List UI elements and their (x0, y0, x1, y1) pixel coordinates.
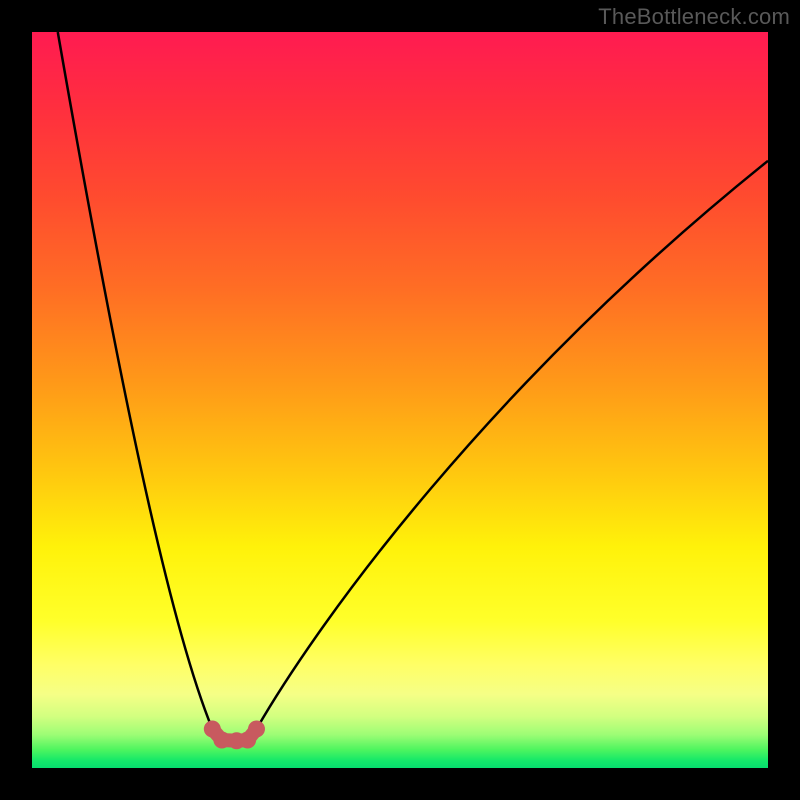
watermark-text: TheBottleneck.com (598, 4, 790, 30)
chart-container: TheBottleneck.com (0, 0, 800, 800)
marker-dot (213, 732, 230, 749)
bottleneck-chart (0, 0, 800, 800)
plot-area (32, 32, 768, 768)
marker-dot (248, 720, 265, 737)
